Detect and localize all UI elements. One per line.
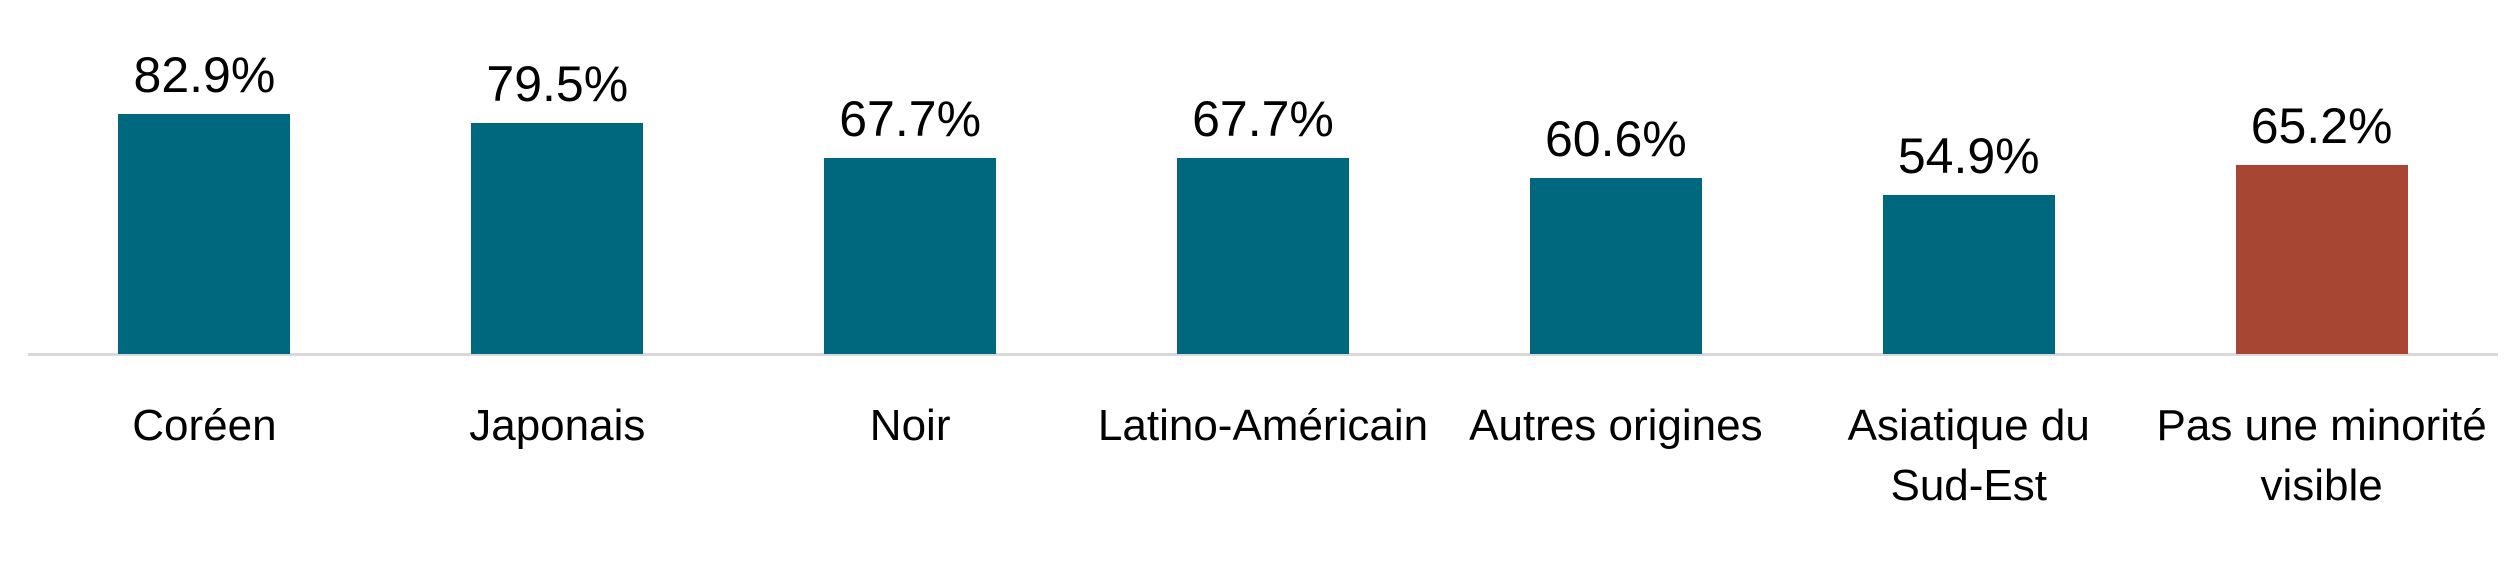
- category-label-line: Asiatique du: [1847, 401, 2090, 450]
- category-label-line: visible: [2260, 461, 2383, 510]
- bar-column: 67.7% Noir: [734, 0, 1087, 567]
- bar: [824, 158, 997, 354]
- category-label-line: Coréen: [132, 401, 277, 450]
- bar-column: 79.5% Japonais: [381, 0, 734, 567]
- bar-column: 82.9% Coréen: [28, 0, 381, 567]
- bar-column: 67.7% Latino-Américain: [1087, 0, 1440, 567]
- category-label: Japonais: [346, 396, 769, 456]
- value-label: 54.9%: [1897, 128, 2040, 184]
- plot-area: 82.9% Coréen 79.5% Japonais 67.7% Noir 67.7% La…: [28, 0, 2498, 567]
- value-label: 67.7%: [1192, 91, 1334, 147]
- bar-column: 54.9% Asiatique du Sud-Est: [1792, 0, 2145, 567]
- category-label: Autres origines: [1404, 396, 1827, 456]
- category-label-line: Japonais: [469, 401, 646, 450]
- category-label: Pas une minorité visible: [2110, 396, 2520, 516]
- bar: [2235, 165, 2408, 354]
- bar: [1177, 158, 1349, 354]
- value-label: 67.7%: [839, 91, 982, 147]
- category-label: Latino-Américain: [1051, 396, 1474, 456]
- value-label: 79.5%: [486, 56, 629, 112]
- bar: [1882, 195, 2055, 354]
- category-label: Noir: [698, 396, 1121, 456]
- category-label-line: Pas une minorité: [2156, 401, 2487, 450]
- category-label-line: Noir: [869, 401, 951, 450]
- value-label: 82.9%: [133, 47, 276, 103]
- category-label-line: Autres origines: [1469, 401, 1763, 450]
- value-label: 60.6%: [1544, 111, 1687, 167]
- bar-column: 60.6% Autres origines: [1439, 0, 1792, 567]
- category-label-line: Sud-Est: [1890, 461, 2047, 510]
- bar-column: 65.2% Pas une minorité visible: [2145, 0, 2498, 567]
- bar: [118, 114, 291, 354]
- bar: [1529, 178, 1702, 354]
- category-label: Asiatique du Sud-Est: [1757, 396, 2180, 516]
- category-label: Coréen: [0, 396, 416, 456]
- value-label: 65.2%: [2250, 98, 2393, 154]
- x-axis-line: [28, 353, 2498, 356]
- bar: [471, 123, 644, 354]
- category-label-line: Latino-Américain: [1097, 401, 1429, 450]
